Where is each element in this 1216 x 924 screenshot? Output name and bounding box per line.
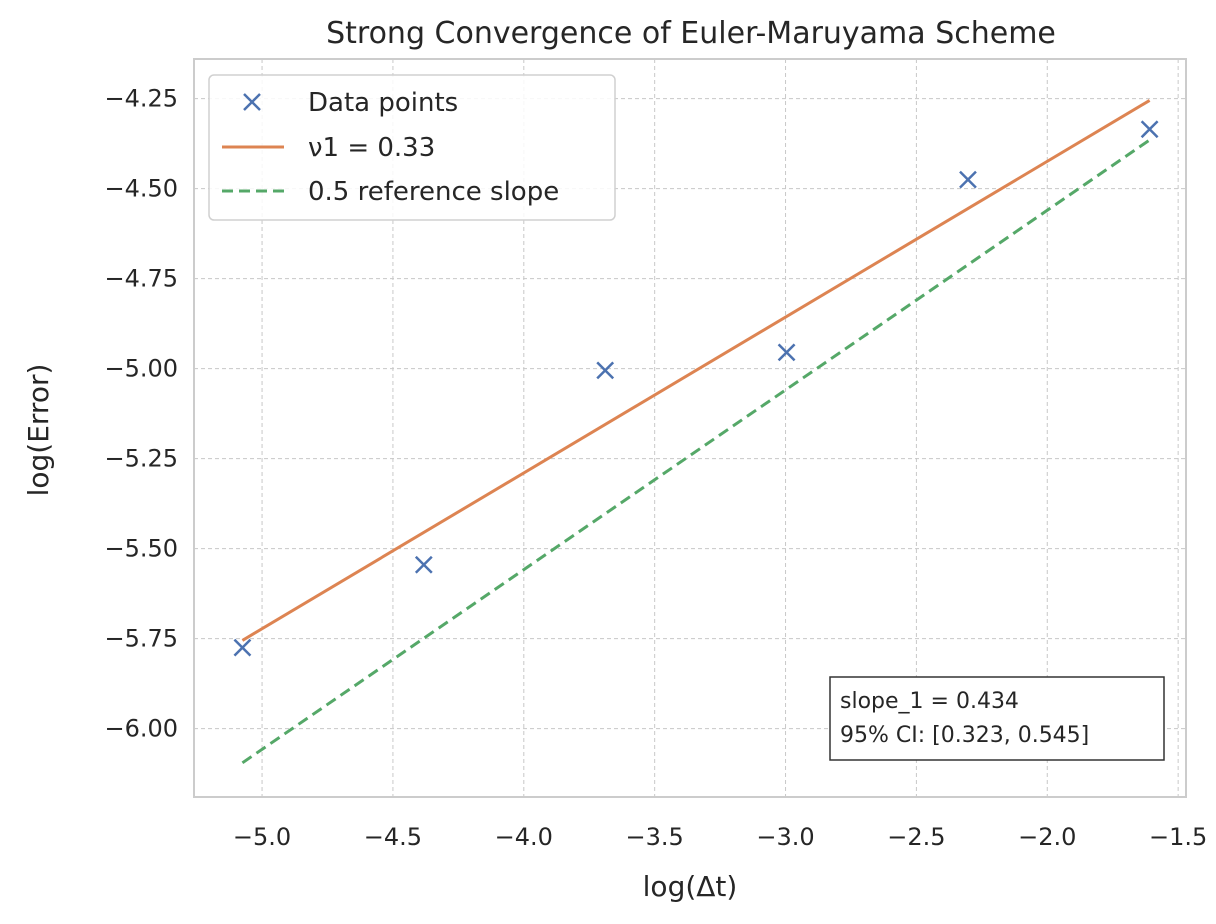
y-tick-label: −5.50 xyxy=(104,535,178,563)
fit-line xyxy=(241,99,1151,642)
legend-label-reference-slope: 0.5 reference slope xyxy=(308,177,559,207)
y-tick-label: −6.00 xyxy=(104,715,178,743)
data-point xyxy=(414,555,433,574)
data-point xyxy=(1140,120,1159,139)
series-group xyxy=(233,99,1159,765)
reference-slope-line xyxy=(241,138,1151,765)
legend-label-fit-line: ν1 = 0.33 xyxy=(308,133,435,163)
x-tick-label: −3.5 xyxy=(626,823,684,851)
legend-box xyxy=(208,74,616,221)
data-point xyxy=(777,343,796,362)
x-tick-label: −4.5 xyxy=(364,823,422,851)
data-point xyxy=(233,638,252,657)
x-tick-label: −2.5 xyxy=(887,823,945,851)
y-tick-label: −5.00 xyxy=(104,355,178,383)
annotation-slope: slope_1 = 0.434 xyxy=(840,689,1019,714)
data-point xyxy=(596,361,615,380)
y-axis-label: log(Error) xyxy=(22,364,55,497)
x-tick-label: −5.0 xyxy=(233,823,291,851)
legend: Data points ν1 = 0.33 0.5 reference slop… xyxy=(208,74,616,221)
legend-marker-data-points xyxy=(243,93,261,111)
y-tick-label: −4.25 xyxy=(104,85,178,113)
y-tick-label: −4.75 xyxy=(104,265,178,293)
x-tick-label: −1.5 xyxy=(1149,823,1207,851)
x-tick-label: −2.0 xyxy=(1018,823,1076,851)
y-ticks: −4.25 −4.50 −4.75 −5.00 −5.25 −5.50 −5.75 −6.00 xyxy=(104,85,178,743)
y-tick-label: −4.50 xyxy=(104,175,178,203)
x-tick-label: −4.0 xyxy=(495,823,553,851)
y-tick-label: −5.75 xyxy=(104,625,178,653)
x-ticks: −5.0 −4.5 −4.0 −3.5 −3.0 −2.5 −2.0 −1.5 xyxy=(233,823,1207,851)
slope-annotation: slope_1 = 0.434 95% CI: [0.323, 0.545] xyxy=(829,676,1165,761)
chart-title: Strong Convergence of Euler-Maruyama Sch… xyxy=(326,16,1056,51)
annotation-box xyxy=(829,676,1165,761)
y-tick-label: −5.25 xyxy=(104,445,178,473)
annotation-ci: 95% CI: [0.323, 0.545] xyxy=(840,723,1089,748)
plot-frame xyxy=(193,58,1187,798)
x-axis-label: log(Δt) xyxy=(643,870,738,903)
legend-label-data-points: Data points xyxy=(308,88,458,118)
x-tick-label: −3.0 xyxy=(756,823,814,851)
data-point xyxy=(959,170,977,189)
